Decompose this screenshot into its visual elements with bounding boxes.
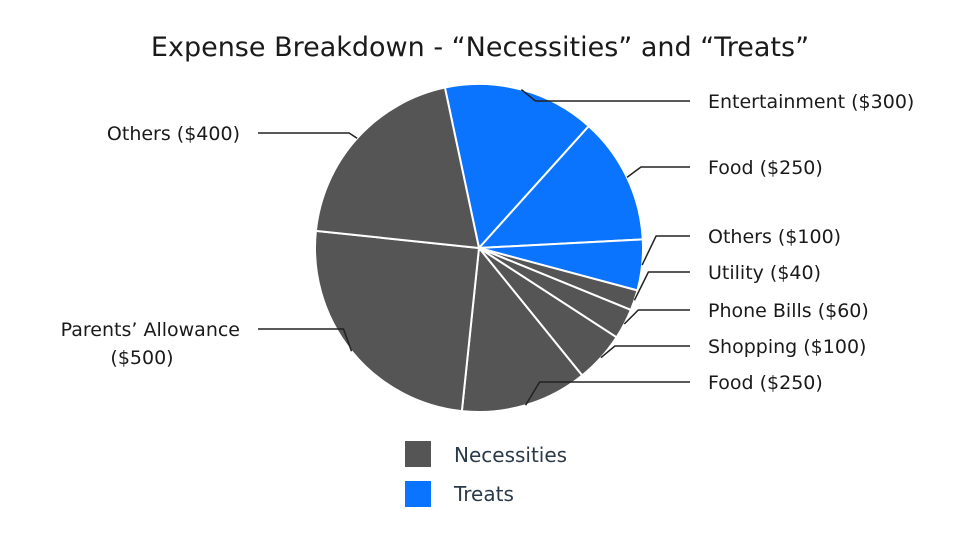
leader-line [623,309,690,325]
slice-label: Shopping ($100) [708,336,866,358]
leader-line [520,89,690,102]
leader-line [600,345,690,359]
legend-label-treats: Treats [453,482,514,506]
chart-title: Expense Breakdown - “Necessities” and “T… [151,32,809,63]
pie-slices [314,83,644,413]
leader-line [258,132,358,139]
leader-line [633,271,690,301]
pie-slice [476,124,644,250]
leader-line [641,235,690,266]
slice-label: Food ($250) [708,157,823,179]
legend-swatch-necessities [405,441,431,467]
slice-label: Entertainment ($300) [708,91,914,113]
slice-label: Parents’ Allowance ($500) [61,319,240,369]
legend-swatch-treats [405,481,431,507]
slice-label: Utility ($40) [708,262,821,284]
legend: Necessities Treats [405,441,567,507]
legend-label-necessities: Necessities [454,443,567,467]
slice-label: Phone Bills ($60) [708,300,869,322]
slice-label: Food ($250) [708,372,823,394]
leader-lines [258,89,690,406]
leader-line [524,381,690,406]
slice-labels: Entertainment ($300) Food ($250) Others ($… [61,91,915,394]
slice-label: Others ($100) [708,226,841,248]
slice-label: Others ($400) [107,123,240,145]
pie-slice [314,229,481,413]
leader-line [626,166,690,179]
leader-line [258,328,353,352]
